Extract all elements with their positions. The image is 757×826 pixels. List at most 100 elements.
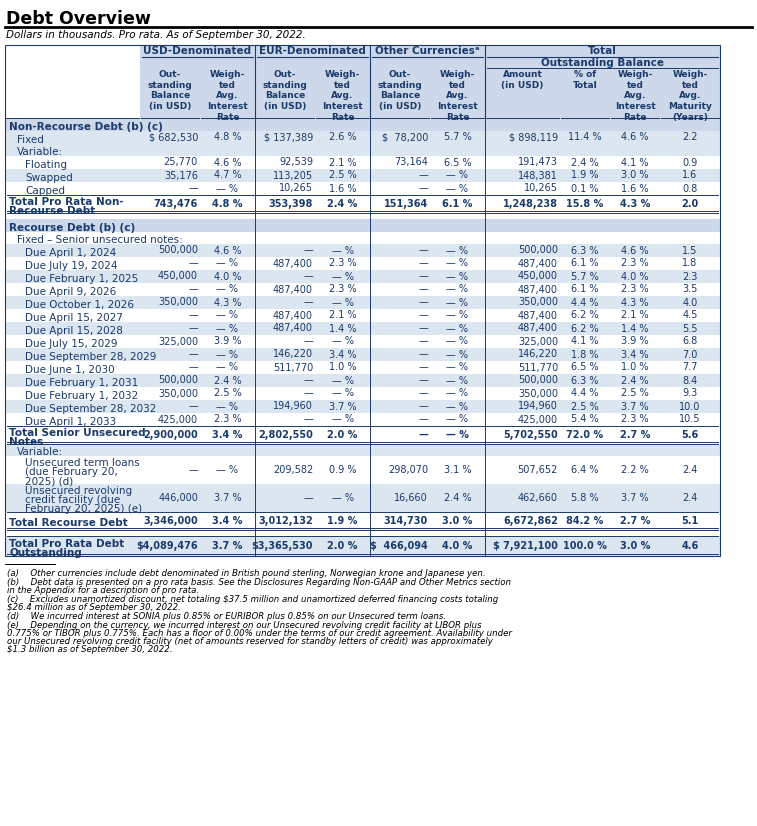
Text: — %: — %: [217, 363, 238, 373]
Text: 314,730: 314,730: [384, 516, 428, 526]
Text: 4.8 %: 4.8 %: [213, 132, 241, 143]
Text: 0.1 %: 0.1 %: [572, 183, 599, 193]
Text: 2.3 %: 2.3 %: [213, 415, 241, 425]
Text: 1.8: 1.8: [682, 259, 698, 268]
Text: Total: Total: [588, 46, 617, 56]
Text: 6.5 %: 6.5 %: [444, 158, 472, 168]
Text: Dollars in thousands. Pro rata. As of September 30, 2022.: Dollars in thousands. Pro rata. As of Se…: [6, 30, 306, 40]
Text: 3.9 %: 3.9 %: [621, 336, 649, 346]
Text: 4.0 %: 4.0 %: [621, 272, 649, 282]
Text: (b)  Debt data is presented on a pro rata basis. See the Disclosures Regarding N: (b) Debt data is presented on a pro rata…: [7, 578, 511, 587]
Text: Non-Recourse Debt (b) (c): Non-Recourse Debt (b) (c): [9, 121, 163, 132]
Text: 5.4 %: 5.4 %: [572, 415, 599, 425]
Text: — %: — %: [217, 259, 238, 268]
Text: Weigh-
ted
Avg.
Interest
Rate: Weigh- ted Avg. Interest Rate: [437, 70, 478, 122]
Text: 2.6 %: 2.6 %: [329, 132, 357, 143]
Text: 2.1 %: 2.1 %: [621, 311, 649, 320]
Text: — %: — %: [447, 297, 469, 307]
Text: — %: — %: [332, 297, 354, 307]
Text: Variable:: Variable:: [17, 447, 63, 458]
Text: — %: — %: [447, 183, 469, 193]
Text: 209,582: 209,582: [273, 465, 313, 475]
Text: 2.4 %: 2.4 %: [213, 376, 241, 386]
Text: 3.7 %: 3.7 %: [621, 401, 649, 411]
Text: 2.3 %: 2.3 %: [329, 259, 357, 268]
Text: Fixed: Fixed: [17, 135, 44, 145]
Text: —: —: [419, 245, 428, 255]
Text: $  78,200: $ 78,200: [382, 132, 428, 143]
Text: — %: — %: [447, 311, 469, 320]
Text: 5.6: 5.6: [681, 430, 699, 440]
Text: 511,770: 511,770: [518, 363, 558, 373]
Text: 16,660: 16,660: [394, 493, 428, 503]
Text: — %: — %: [332, 245, 354, 255]
Text: —: —: [304, 376, 313, 386]
Text: —: —: [419, 415, 428, 425]
Text: —: —: [419, 349, 428, 359]
Text: our Unsecured revolving credit facility (net of amounts reserved for standby let: our Unsecured revolving credit facility …: [7, 637, 493, 646]
Text: — %: — %: [332, 272, 354, 282]
Text: 92,539: 92,539: [279, 158, 313, 168]
Text: —: —: [304, 245, 313, 255]
Text: $ 137,389: $ 137,389: [263, 132, 313, 143]
Text: Due February 1, 2032: Due February 1, 2032: [25, 391, 139, 401]
Text: 6.1 %: 6.1 %: [572, 259, 599, 268]
Text: 6.1 %: 6.1 %: [442, 199, 472, 209]
Text: $3,365,530: $3,365,530: [251, 541, 313, 551]
Text: 425,000: 425,000: [158, 415, 198, 425]
Text: Outstanding: Outstanding: [9, 548, 82, 558]
Text: USD-Denominated: USD-Denominated: [143, 46, 251, 56]
Text: 5.1: 5.1: [681, 516, 699, 526]
Text: $ 7,921,100: $ 7,921,100: [493, 541, 558, 551]
Text: 5,702,550: 5,702,550: [503, 430, 558, 440]
Text: 3.4 %: 3.4 %: [212, 430, 243, 440]
Text: 4.0: 4.0: [682, 297, 698, 307]
Text: 194,960: 194,960: [518, 401, 558, 411]
Text: 72.0 %: 72.0 %: [566, 430, 603, 440]
Text: — %: — %: [447, 324, 469, 334]
Text: —: —: [419, 284, 428, 295]
Text: 2.3 %: 2.3 %: [621, 284, 649, 295]
Text: 1.9 %: 1.9 %: [572, 170, 599, 181]
Text: 350,000: 350,000: [158, 297, 198, 307]
Text: 4.3 %: 4.3 %: [213, 297, 241, 307]
Text: Due April 1, 2033: Due April 1, 2033: [25, 417, 117, 427]
Bar: [5, 219, 720, 232]
Text: Total Senior Unsecured: Total Senior Unsecured: [9, 428, 145, 438]
Text: —: —: [304, 493, 313, 503]
Text: (c)  Excludes unamortized discount, net totaling $37.5 million and unamortized d: (c) Excludes unamortized discount, net t…: [7, 595, 498, 604]
Text: — %: — %: [447, 272, 469, 282]
Text: — %: — %: [332, 336, 354, 346]
Text: 6.8: 6.8: [682, 336, 698, 346]
Text: 487,400: 487,400: [273, 324, 313, 334]
Text: —: —: [188, 349, 198, 359]
Text: — %: — %: [447, 363, 469, 373]
Text: in the Appendix for a description of pro rata.: in the Appendix for a description of pro…: [7, 586, 199, 595]
Bar: [5, 45, 720, 556]
Text: Total Pro Rata Non-: Total Pro Rata Non-: [9, 197, 123, 206]
Text: —: —: [419, 297, 428, 307]
Text: 1.5: 1.5: [682, 245, 698, 255]
Text: —: —: [188, 284, 198, 295]
Bar: [5, 118, 720, 131]
Text: 4.3 %: 4.3 %: [621, 297, 649, 307]
Text: 2.4 %: 2.4 %: [572, 158, 599, 168]
Text: Other Currenciesᵃ: Other Currenciesᵃ: [375, 46, 480, 56]
Text: 2.4: 2.4: [682, 493, 698, 503]
Text: 2.7 %: 2.7 %: [620, 516, 650, 526]
Text: 450,000: 450,000: [158, 272, 198, 282]
Text: Weigh-
ted
Avg.
Maturity
(Years): Weigh- ted Avg. Maturity (Years): [668, 70, 712, 122]
Text: EUR-Denominated: EUR-Denominated: [259, 46, 366, 56]
Text: — %: — %: [217, 284, 238, 295]
Text: — %: — %: [447, 336, 469, 346]
Text: Due July 19, 2024: Due July 19, 2024: [25, 261, 117, 271]
Text: 500,000: 500,000: [518, 245, 558, 255]
Bar: [5, 144, 720, 156]
Text: 3.9 %: 3.9 %: [213, 336, 241, 346]
Text: $1.3 billion as of September 30, 2022.: $1.3 billion as of September 30, 2022.: [7, 645, 173, 654]
Text: 1.6 %: 1.6 %: [621, 183, 649, 193]
Bar: [5, 361, 720, 374]
Text: Out-
standing
Balance
(in USD): Out- standing Balance (in USD): [263, 70, 307, 112]
Bar: [5, 296, 720, 309]
Text: Amount
(in USD): Amount (in USD): [501, 70, 544, 90]
